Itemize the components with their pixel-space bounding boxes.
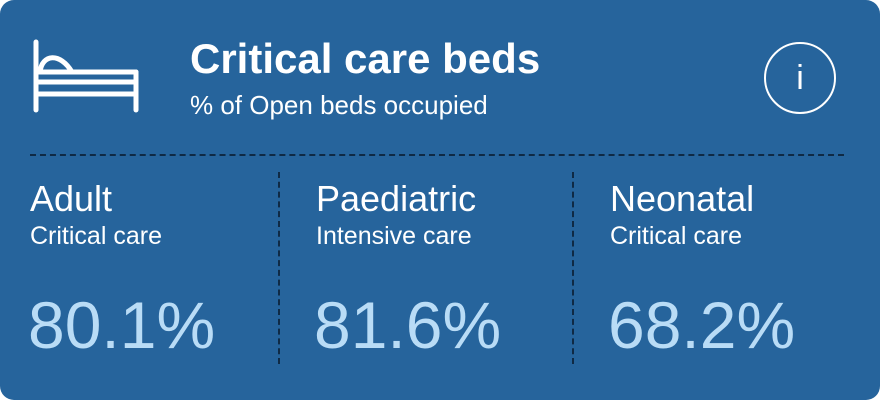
card-subtitle: % of Open beds occupied [190,90,488,120]
column-adult: Adult Critical care 80.1% [28,178,280,358]
column-neonatal: Neonatal Critical care 68.2% [608,178,860,358]
column-heading: Neonatal [610,178,755,219]
column-subheading: Critical care [30,222,162,251]
occupancy-value: 68.2% [608,288,796,362]
bed-icon [33,39,139,113]
column-divider [278,172,280,364]
column-heading: Paediatric [316,178,477,219]
column-divider [572,172,574,364]
card-title: Critical care beds [190,35,541,82]
column-paediatric: Paediatric Intensive care 81.6% [314,178,566,358]
info-button[interactable]: i [764,42,836,114]
header-divider [30,154,844,156]
occupancy-value: 80.1% [28,288,216,362]
column-subheading: Critical care [610,222,742,251]
column-heading: Adult [30,178,113,219]
info-icon: i [796,59,804,97]
occupancy-value: 81.6% [314,288,502,362]
column-subheading: Intensive care [316,222,472,251]
